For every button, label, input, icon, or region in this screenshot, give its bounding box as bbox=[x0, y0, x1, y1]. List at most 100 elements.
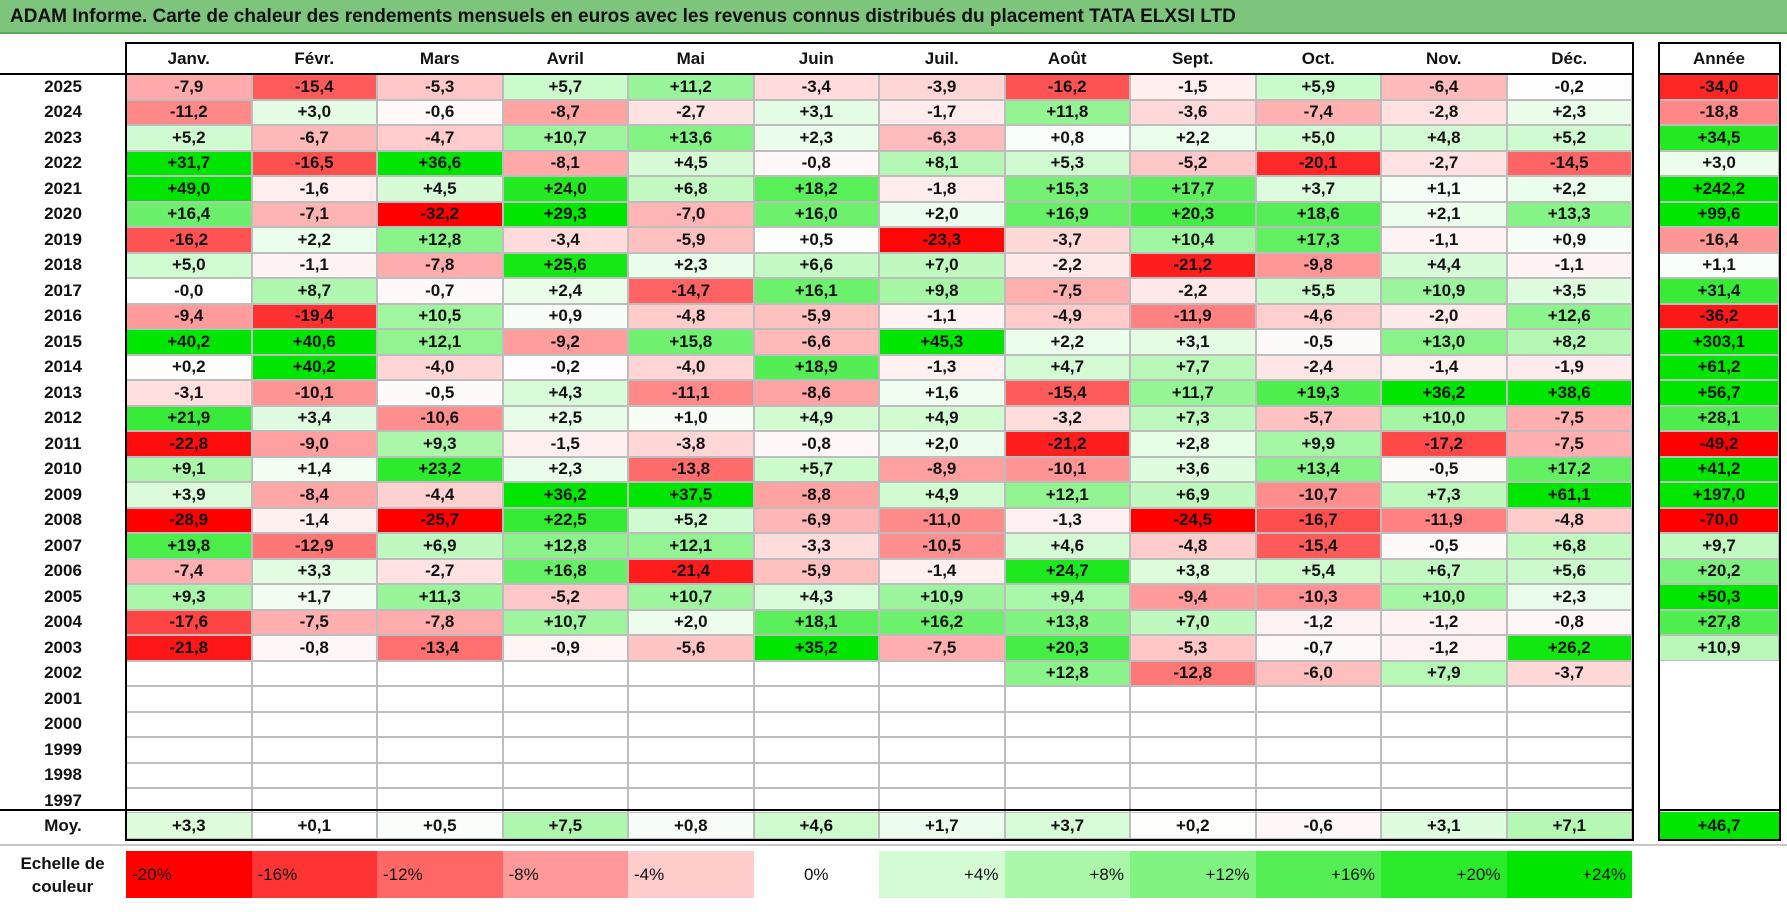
heatmap-cell: +7,7 bbox=[1130, 354, 1256, 380]
heatmap-cell: -1,1 bbox=[251, 252, 377, 278]
heatmap-cell: +6,6 bbox=[753, 252, 879, 278]
annual-cell: +56,7 bbox=[1659, 380, 1779, 406]
year-label: 2018 bbox=[44, 255, 82, 275]
annual-cell: +28,1 bbox=[1659, 405, 1779, 431]
heatmap-cell: +36,2 bbox=[1381, 380, 1507, 406]
month-header: Avril bbox=[546, 49, 584, 68]
heatmap-cell: -28,9 bbox=[126, 507, 252, 533]
heatmap-cell: -9,0 bbox=[251, 431, 377, 457]
heatmap-cell: -8,6 bbox=[753, 380, 879, 406]
heatmap-cell: +0,5 bbox=[753, 227, 879, 253]
heatmap-cell: -7,1 bbox=[251, 201, 377, 227]
heatmap-cell: -14,7 bbox=[628, 278, 754, 304]
heatmap-cell: -2,7 bbox=[377, 558, 503, 584]
heatmap-cell bbox=[1255, 762, 1381, 788]
heatmap-cell: +2,0 bbox=[628, 609, 754, 635]
heatmap-cell: +13,3 bbox=[1506, 201, 1632, 227]
heatmap-cell: -15,4 bbox=[1004, 380, 1130, 406]
annual-cell: +41,2 bbox=[1659, 456, 1779, 482]
heatmap-cell: +16,2 bbox=[879, 609, 1005, 635]
heatmap-cell: -0,7 bbox=[377, 278, 503, 304]
annual-cell: +31,4 bbox=[1659, 278, 1779, 304]
heatmap-cell: -5,2 bbox=[502, 584, 628, 610]
heatmap-cell: -8,4 bbox=[251, 482, 377, 508]
heatmap-cell: +5,9 bbox=[1255, 74, 1381, 100]
heatmap-cell: -0,8 bbox=[1506, 609, 1632, 635]
year-label: 2001 bbox=[44, 688, 82, 708]
heatmap-cell: +15,3 bbox=[1004, 176, 1130, 202]
legend-swatch: +24% bbox=[1506, 851, 1632, 898]
heatmap-cell: +11,3 bbox=[377, 584, 503, 610]
heatmap-cell: +12,1 bbox=[377, 329, 503, 355]
legend-separator bbox=[0, 844, 1787, 846]
average-cell: +3,7 bbox=[1004, 812, 1130, 839]
year-label: 2023 bbox=[44, 127, 82, 147]
legend-title: Echelle de couleur bbox=[20, 853, 105, 896]
heatmap-cell: +36,2 bbox=[502, 482, 628, 508]
heatmap-cell: +3,6 bbox=[1130, 456, 1256, 482]
heatmap-cell bbox=[628, 737, 754, 763]
heatmap-cell: +20,3 bbox=[1130, 201, 1256, 227]
heatmap-cell: -4,0 bbox=[628, 354, 754, 380]
heatmap-cell: +4,4 bbox=[1381, 252, 1507, 278]
heatmap-cell: +2,3 bbox=[1506, 99, 1632, 125]
heatmap-cell: -1,3 bbox=[1004, 507, 1130, 533]
heatmap-cell: +8,7 bbox=[251, 278, 377, 304]
annual-cell: -34,0 bbox=[1659, 74, 1779, 100]
heatmap-cell: -7,5 bbox=[1506, 431, 1632, 457]
heatmap-cell: -4,8 bbox=[628, 303, 754, 329]
heatmap-cell: -10,5 bbox=[879, 533, 1005, 559]
heatmap-cell: -8,7 bbox=[502, 99, 628, 125]
average-cell: +0,8 bbox=[628, 812, 754, 839]
heatmap-cell: +20,3 bbox=[1004, 635, 1130, 661]
heatmap-cell bbox=[753, 660, 879, 686]
year-label: 2014 bbox=[44, 357, 82, 377]
legend-swatch: -16% bbox=[251, 851, 377, 898]
heatmap-cell: +10,0 bbox=[1381, 584, 1507, 610]
heatmap-cell: -5,9 bbox=[628, 227, 754, 253]
year-label: 2017 bbox=[44, 280, 82, 300]
heatmap-cell bbox=[1255, 737, 1381, 763]
heatmap-cell bbox=[251, 660, 377, 686]
year-label: 2013 bbox=[44, 382, 82, 402]
heatmap-cell: +26,2 bbox=[1506, 635, 1632, 661]
year-label: 2007 bbox=[44, 535, 82, 555]
heatmap-cell: +9,9 bbox=[1255, 431, 1381, 457]
heatmap-cell: +9,8 bbox=[879, 278, 1005, 304]
heatmap-cell: -4,4 bbox=[377, 482, 503, 508]
heatmap-cell: -16,2 bbox=[1004, 74, 1130, 100]
heatmap-cell: -6,4 bbox=[1381, 74, 1507, 100]
heatmap-cell: -14,5 bbox=[1506, 150, 1632, 176]
heatmap-cell: +4,3 bbox=[502, 380, 628, 406]
heatmap-cell: +3,1 bbox=[753, 99, 879, 125]
heatmap-cell: -3,2 bbox=[1004, 405, 1130, 431]
heatmap-cell bbox=[251, 737, 377, 763]
heatmap-cell: -13,4 bbox=[377, 635, 503, 661]
month-header: Janv. bbox=[167, 49, 210, 68]
heatmap-cell: +12,8 bbox=[1004, 660, 1130, 686]
year-label: 1999 bbox=[44, 739, 82, 759]
heatmap-cell bbox=[126, 686, 252, 712]
annual-cell: +242,2 bbox=[1659, 176, 1779, 202]
heatmap-cell bbox=[377, 711, 503, 737]
heatmap-cell: -2,2 bbox=[1130, 278, 1256, 304]
heatmap-cell: +7,3 bbox=[1130, 405, 1256, 431]
heatmap-cell: +3,8 bbox=[1130, 558, 1256, 584]
heatmap-cell: -3,8 bbox=[628, 431, 754, 457]
heatmap-cell: -5,3 bbox=[377, 74, 503, 100]
heatmap-cell: +5,2 bbox=[628, 507, 754, 533]
heatmap-cell: -1,5 bbox=[502, 431, 628, 457]
year-label: 2025 bbox=[44, 76, 82, 96]
heatmap-cell: +7,3 bbox=[1381, 482, 1507, 508]
annual-cell: -18,8 bbox=[1659, 99, 1779, 125]
heatmap-cell: -21,8 bbox=[126, 635, 252, 661]
heatmap-cell: -17,6 bbox=[126, 609, 252, 635]
annual-cell: +99,6 bbox=[1659, 201, 1779, 227]
year-label: 1998 bbox=[44, 765, 82, 785]
heatmap-cell: -10,3 bbox=[1255, 584, 1381, 610]
annual-cell: +1,1 bbox=[1659, 252, 1779, 278]
heatmap-cell: -8,8 bbox=[753, 482, 879, 508]
heatmap-cell: +4,8 bbox=[1381, 125, 1507, 151]
heatmap-cell: -7,8 bbox=[377, 609, 503, 635]
heatmap-cell: +5,7 bbox=[502, 74, 628, 100]
